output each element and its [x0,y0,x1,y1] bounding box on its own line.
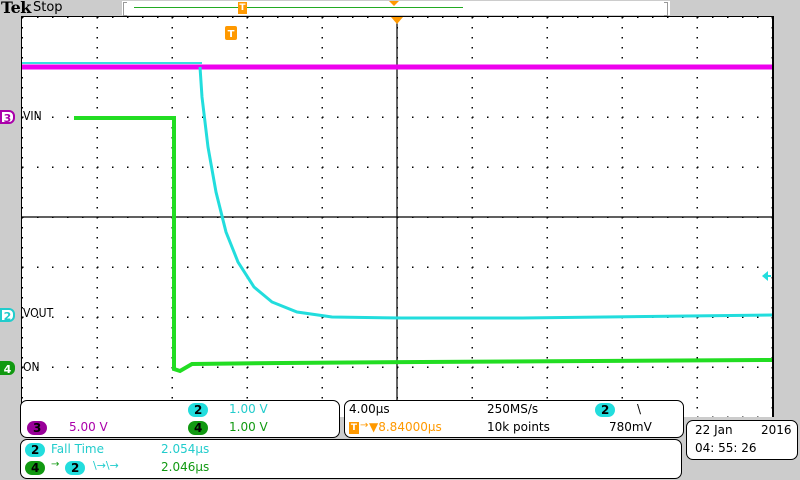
ch4-label: ON [23,360,40,374]
trigger-delay: ▼8.84000µs [369,420,442,434]
ch2-marker[interactable]: 2 [0,308,15,323]
acquisition-status: Stop [33,0,63,15]
ch3-label: VIN [23,109,42,123]
ch3-scale: 5.00 V [69,420,108,434]
measurements-panel[interactable]: 2 Fall Time 2.054µs 4 → 2 \→\→ 2.046µs [20,439,682,479]
horizontal-trigger-panel[interactable]: 4.00µs 250MS/s 2 \ T → ▼8.84000µs 10k po… [344,400,684,438]
record-center-marker-icon [389,1,399,6]
trigger-position-icon: T [238,2,247,14]
time: 04: 55: 26 [695,441,757,455]
top-status-bar: Tek Stop T [0,0,800,17]
meas1-name: Fall Time [51,442,105,456]
record-view-bar[interactable]: T [122,1,670,16]
brand-logo: Tek [1,0,31,17]
meas2-value: 2.046µs [161,460,210,474]
vertical-settings-panel[interactable]: 2 1.00 V 3 5.00 V 4 1.00 V [20,400,340,438]
ch2-label: VOUT [23,306,54,320]
meas1-source-badge: 2 [25,443,46,457]
meas2-source-badge: 4 [25,461,46,475]
trigger-slope-icon: \ [637,402,642,416]
ch4-scale: 1.00 V [229,420,268,434]
record-length: 10k points [487,420,550,434]
trigger-icon: T [349,422,359,434]
ch4-marker[interactable]: 4 [0,361,15,376]
date-day: 22 Jan [695,423,733,437]
ch3-marker[interactable]: 3 [0,110,15,125]
ch3-badge[interactable]: 3 [27,421,48,435]
timebase-value: 4.00µs [349,402,390,416]
waveform-display[interactable]: T [21,16,774,417]
ch4-badge[interactable]: 4 [188,421,209,435]
svg-text:T: T [228,29,235,40]
ch2-scale: 1.00 V [229,402,268,416]
date-year: 2016 [761,423,792,437]
ch2-badge[interactable]: 2 [188,403,209,417]
meas1-value: 2.054µs [161,442,210,456]
record-bracket-left [123,2,127,16]
sample-rate: 250MS/s [487,402,539,416]
record-bracket-right [664,2,668,16]
arrow-right-icon: → [360,420,369,431]
record-window-line [134,7,463,8]
meas2-edge-icon: \→\→ [93,459,119,472]
meas2-target-badge: 2 [65,461,86,475]
datetime-panel: 22 Jan 2016 04: 55: 26 [686,420,798,460]
trigger-level: 780mV [609,420,652,434]
graticule-and-traces: T [22,17,772,417]
arrow-right-icon: → [51,459,60,470]
trigger-source-badge[interactable]: 2 [595,403,616,417]
